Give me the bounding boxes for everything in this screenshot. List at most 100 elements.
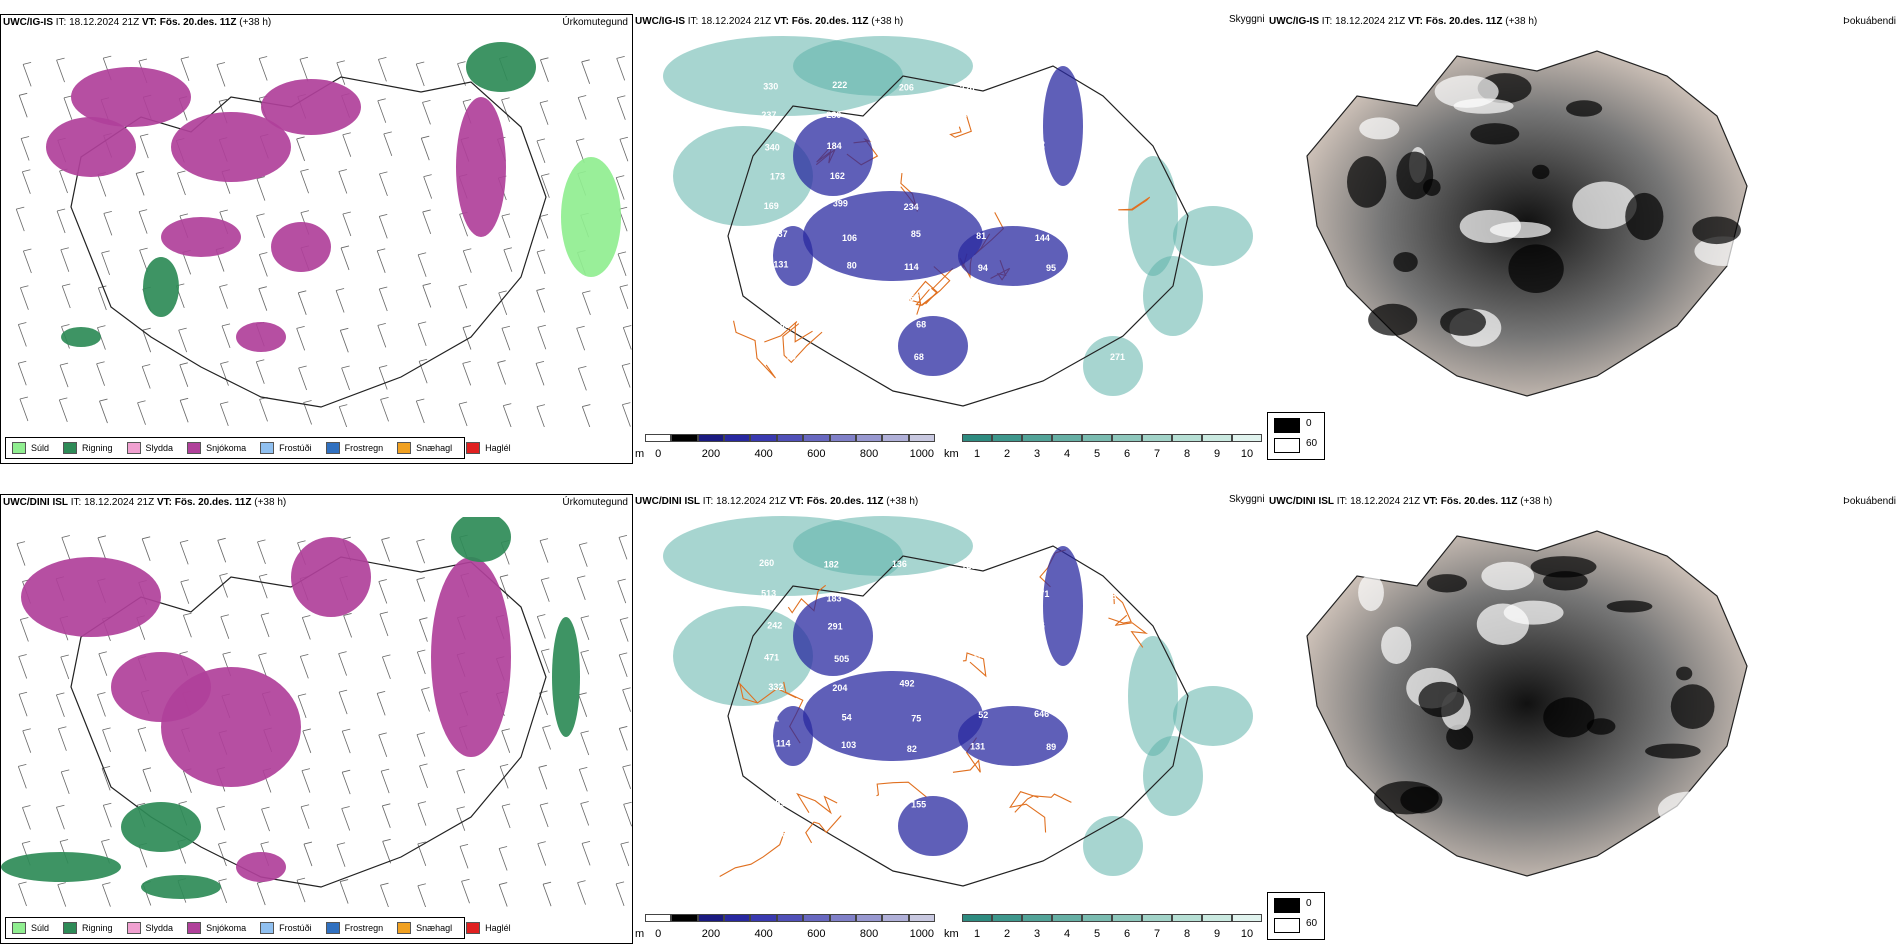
- legend-swatch: [12, 922, 26, 934]
- wind-barb: [417, 252, 427, 277]
- terrain-height-colorbar-top: m 0 200 400 600 800 1000: [633, 434, 938, 460]
- low-visibility-area: [1128, 156, 1178, 276]
- low-visibility-area: [1083, 816, 1143, 876]
- wind-barb: [179, 539, 189, 565]
- wind-barb: [219, 573, 228, 598]
- legend-item: Slydda: [126, 442, 173, 454]
- wind-barb: [221, 323, 231, 349]
- legend-swatch: [325, 442, 340, 454]
- precip-area: [21, 557, 161, 637]
- fog-patch: [1508, 244, 1564, 294]
- cloud-base-label: 182: [1030, 139, 1045, 149]
- legend-label: Frostregn: [344, 443, 384, 453]
- wind-barb: [101, 766, 111, 791]
- low-visibility-area: [1173, 686, 1253, 746]
- wind-barb: [22, 728, 32, 753]
- wind-barb: [417, 321, 427, 347]
- colorbar-tick: 6: [1123, 448, 1131, 460]
- run-header: UWC/IG-IS IT: 18.12.2024 21Z VT: Fös. 20…: [635, 16, 904, 27]
- cloud-base-label: 162: [830, 171, 845, 181]
- wind-barb: [618, 652, 628, 678]
- height-contour: [764, 321, 813, 343]
- cloud-base-label: 145: [969, 171, 984, 181]
- precip-area: [236, 852, 286, 882]
- panel-title-precip: Úrkomutegund: [562, 17, 628, 28]
- wind-barb: [58, 397, 68, 422]
- wind-barb: [20, 136, 30, 161]
- wind-barb: [462, 325, 472, 350]
- colorbar-segment: [1202, 434, 1232, 442]
- wind-barb: [622, 402, 631, 427]
- wind-barb: [341, 728, 351, 754]
- wind-barb: [461, 878, 470, 904]
- fog-patch: [1418, 681, 1465, 718]
- cloud-base-label: 222: [832, 80, 847, 90]
- wind-barb: [342, 132, 352, 157]
- height-contour: [733, 320, 776, 379]
- low-cloud-visibility-panel-bottom: UWC/DINI ISL IT: 18.12.2024 21Z VT: Fös.…: [633, 494, 1267, 944]
- wind-barb: [60, 247, 70, 272]
- height-contour: [796, 792, 838, 815]
- wind-barb: [623, 801, 632, 827]
- wind-barb: [618, 534, 628, 560]
- legend-swatch: [126, 442, 141, 454]
- wind-barb: [61, 283, 71, 309]
- colorbar-segment: [829, 914, 856, 922]
- wind-barb: [537, 324, 547, 350]
- wind-barb: [580, 801, 590, 826]
- cloud-base-label: 89: [1046, 742, 1056, 752]
- wind-barb: [60, 654, 70, 680]
- cloud-base-label: 376: [900, 652, 915, 662]
- wind-barb: [338, 651, 347, 676]
- wind-barb: [578, 767, 588, 792]
- precip-area: [291, 537, 371, 617]
- precip-area: [431, 557, 511, 757]
- low-visibility-area: [1128, 636, 1178, 756]
- wind-barb: [617, 251, 627, 276]
- precip-type-panel-bottom: UWC/DINI ISL IT: 18.12.2024 21Z VT: Fös.…: [0, 494, 633, 944]
- cloud-base-label: 234: [904, 202, 919, 212]
- wind-barb: [258, 56, 268, 81]
- cloud-base-label: 200: [1031, 560, 1046, 570]
- wind-barb: [379, 171, 388, 197]
- colorbar-segment: [645, 434, 672, 442]
- cloud-base-label: 30: [850, 801, 860, 811]
- legend-swatch: [260, 442, 275, 454]
- cloud-base-label: 214: [978, 801, 993, 811]
- wind-barb: [539, 100, 549, 125]
- cloud-base-label: 88: [1109, 263, 1119, 273]
- fog-patch: [1481, 561, 1535, 591]
- fog-patch: [1476, 603, 1529, 646]
- wind-barb: [216, 805, 226, 831]
- wind-barb: [138, 209, 148, 234]
- cloud-base-label: 437: [773, 229, 788, 239]
- wind-barb: [142, 767, 152, 792]
- cloud-base-label: 76: [777, 829, 787, 839]
- wind-barb: [615, 175, 625, 200]
- wind-barb: [577, 880, 586, 905]
- cloud-base-label: 782: [903, 170, 918, 180]
- colorbar-tick: 9: [1213, 928, 1221, 940]
- wind-barb: [423, 174, 433, 199]
- colorbar-segment: [1172, 914, 1202, 922]
- fog-patch: [1625, 192, 1664, 241]
- legend-label: Frostúði: [279, 923, 312, 933]
- cloud-base-label: 70: [915, 773, 925, 783]
- low-visibility-area: [793, 36, 973, 96]
- cloud-base-label: 96: [1102, 171, 1112, 181]
- legend-swatch: [187, 922, 202, 934]
- wind-barb: [378, 365, 388, 390]
- wind-barb: [580, 730, 590, 756]
- cloud-base-label: 80: [847, 260, 857, 270]
- fog-low-swatch: [1274, 438, 1300, 453]
- wind-barb: [19, 396, 29, 422]
- cloud-base-label: 70: [786, 352, 796, 362]
- wind-barb: [296, 326, 306, 351]
- wind-barb: [258, 286, 268, 311]
- colorbar-tick: 7: [1153, 928, 1161, 940]
- run-header: UWC/IG-IS IT: 18.12.2024 21Z VT: Fös. 20…: [3, 17, 272, 28]
- wind-barb: [503, 247, 513, 272]
- wind-barb: [16, 541, 26, 566]
- low-cloud-area: [898, 796, 968, 856]
- wind-barb: [378, 579, 388, 604]
